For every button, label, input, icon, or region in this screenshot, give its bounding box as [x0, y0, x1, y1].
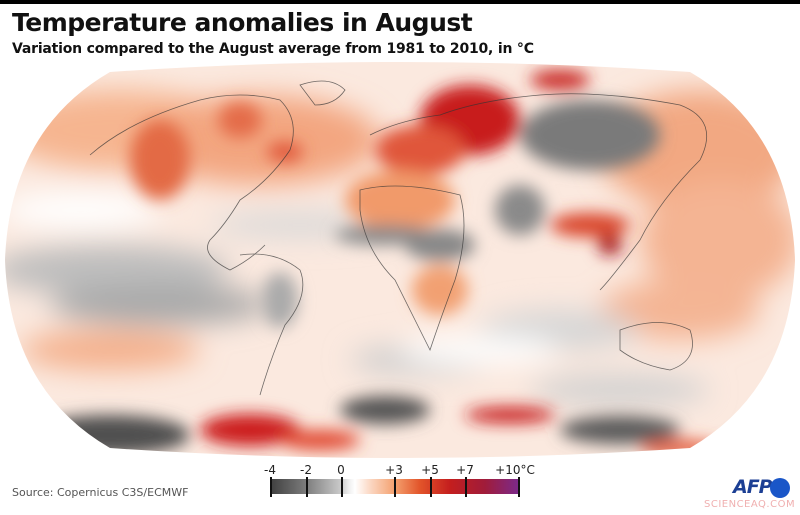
legend-tick: [306, 477, 308, 497]
legend-label: 0: [337, 463, 345, 477]
world-anomaly-map: [5, 62, 795, 458]
chart-subtitle: Variation compared to the August average…: [12, 41, 534, 57]
watermark: SCIENCEAQ.COM: [704, 499, 796, 510]
legend-tick: [465, 477, 467, 497]
legend-tick: [270, 477, 272, 497]
afp-logo-dot-icon: [770, 478, 790, 498]
legend-label: +5: [421, 463, 439, 477]
legend-label: +3: [385, 463, 403, 477]
legend-label: -4: [264, 463, 276, 477]
top-rule: [0, 0, 800, 4]
legend-label: +7: [456, 463, 474, 477]
legend-tick: [430, 477, 432, 497]
source-credit: Source: Copernicus C3S/ECMWF: [12, 486, 189, 499]
afp-logo: AFP: [733, 476, 773, 498]
legend-tick: [518, 477, 520, 497]
chart-title: Temperature anomalies in August: [12, 8, 473, 37]
legend-tick: [394, 477, 396, 497]
legend-tick: [341, 477, 343, 497]
legend-label: +10°C: [495, 463, 535, 477]
legend-label: -2: [300, 463, 312, 477]
color-legend: -4 -2 0 +3 +5 +7 +10°C: [262, 463, 535, 503]
